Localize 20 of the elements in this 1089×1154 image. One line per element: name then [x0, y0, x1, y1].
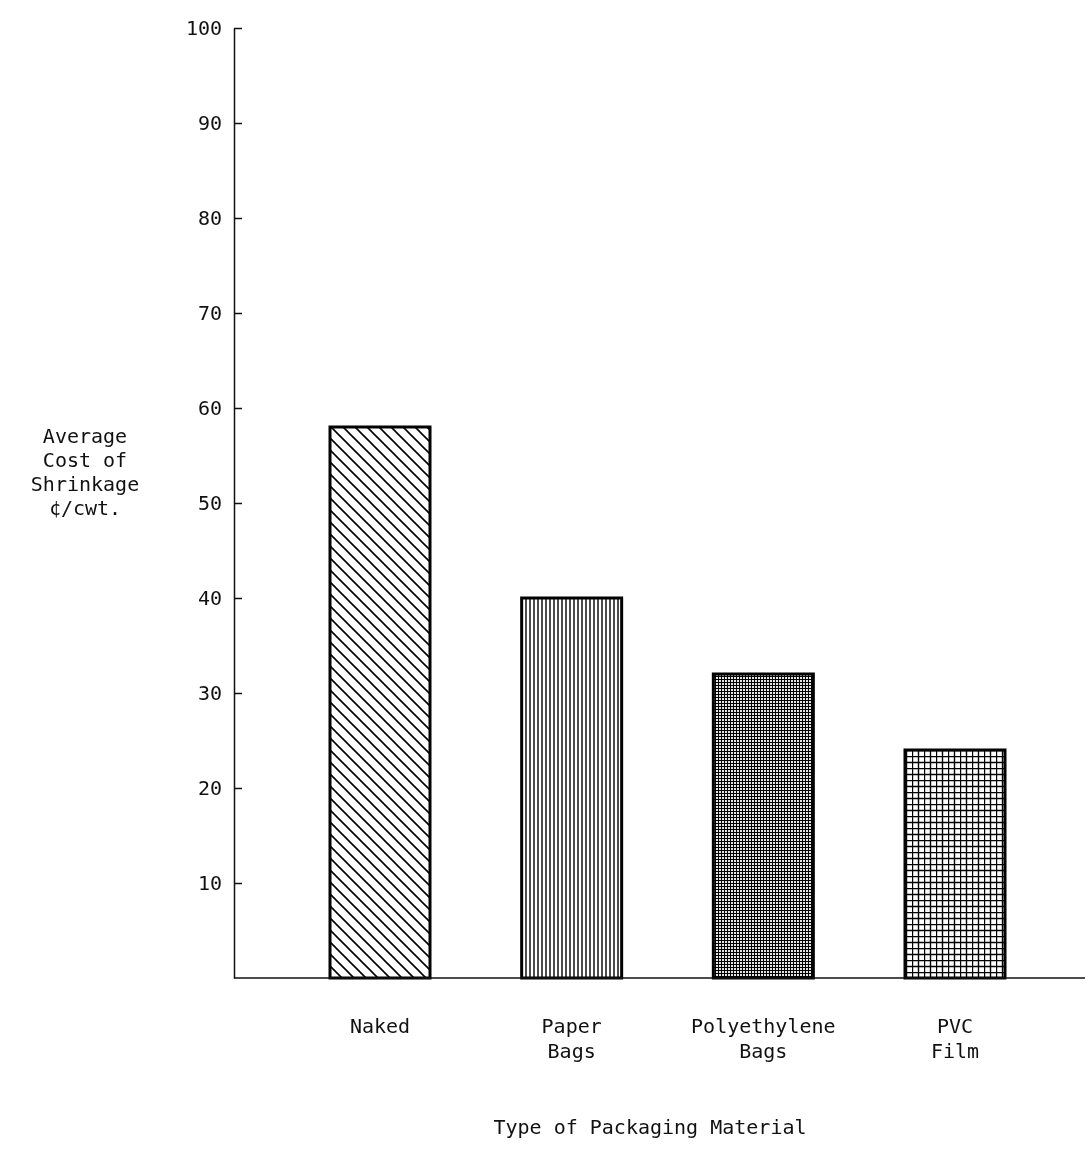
- y-tick-label: 60: [197, 395, 222, 420]
- x-tick-label: Polyethylene Bags: [691, 1014, 836, 1063]
- y-tick-label: 80: [197, 205, 222, 230]
- y-tick-label: 100: [185, 15, 222, 40]
- bar: [520, 596, 624, 980]
- bar: [903, 748, 1007, 980]
- y-tick-label: 10: [197, 870, 222, 895]
- y-tick-label: 70: [197, 300, 222, 325]
- x-tick-label: Naked: [349, 1014, 411, 1038]
- y-tick-label: 40: [197, 585, 222, 610]
- bar: [711, 672, 815, 980]
- x-axis-title: Type of Packaging Material: [493, 1115, 807, 1139]
- y-tick-label: 30: [197, 680, 222, 705]
- y-axis-title: Average Cost of Shrinkage ¢/cwt.: [30, 424, 140, 520]
- y-tick-label: 50: [197, 490, 222, 515]
- bar: [328, 425, 432, 980]
- y-tick-label: 90: [197, 110, 222, 135]
- x-tick-label: Paper Bags: [541, 1014, 602, 1063]
- x-tick-label: PVC Film: [930, 1014, 980, 1063]
- y-tick-label: 20: [197, 775, 222, 800]
